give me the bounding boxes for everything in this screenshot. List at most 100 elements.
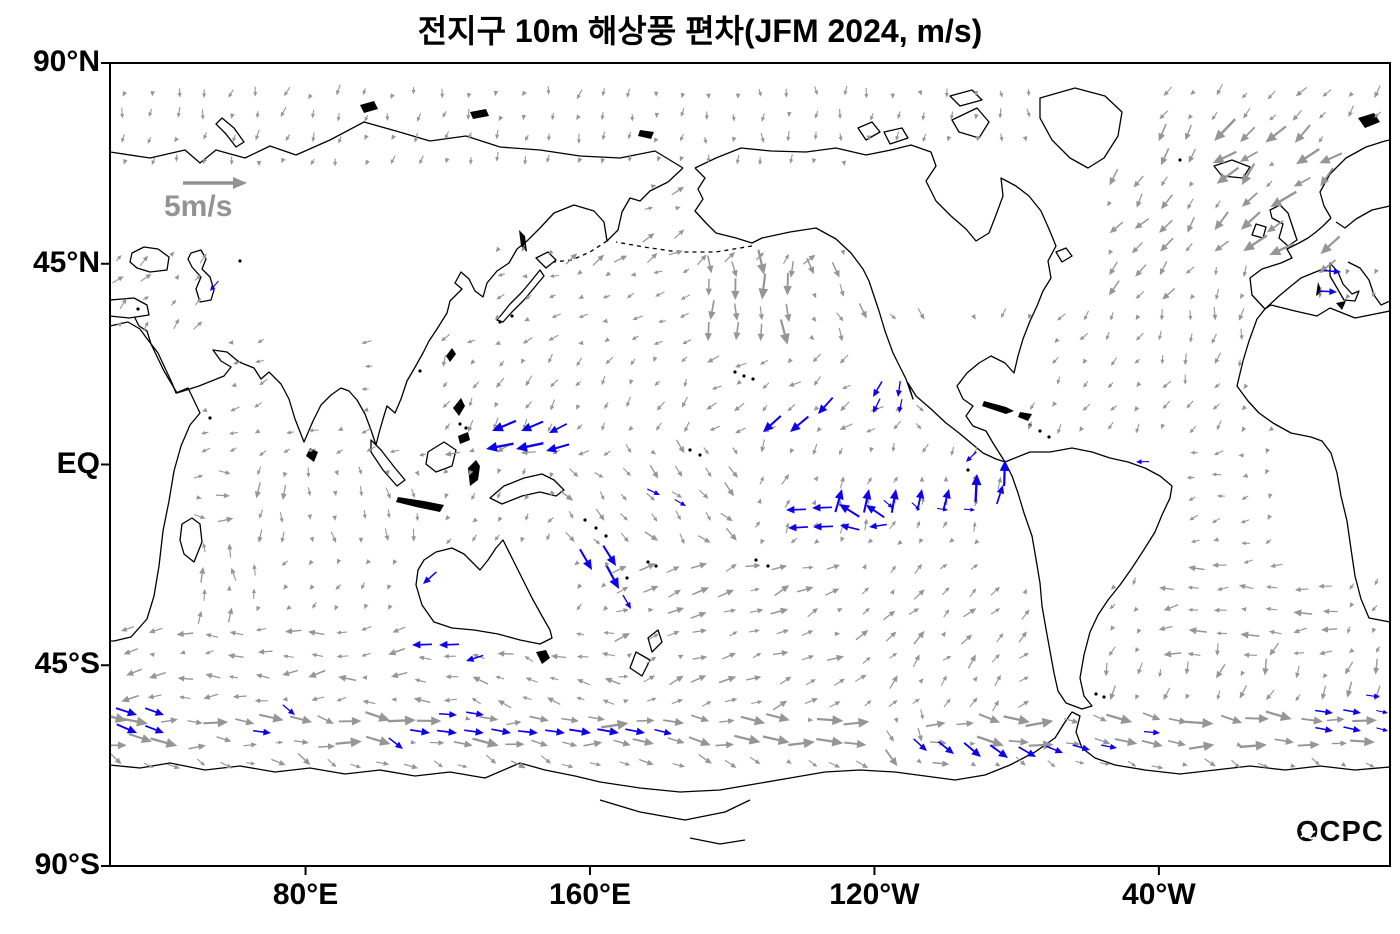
wind-vector (912, 698, 920, 704)
islet-dot (646, 560, 650, 564)
small-island-path (638, 130, 654, 139)
wind-vector (1216, 83, 1224, 96)
islet-dot (1178, 158, 1182, 162)
wind-vector (231, 382, 237, 388)
wind-vector (855, 674, 867, 682)
wind-vector (1099, 761, 1110, 766)
wind-vector (1158, 330, 1162, 341)
wind-vector (1142, 712, 1161, 721)
wind-vector (678, 654, 684, 660)
wind-vector (522, 696, 532, 701)
wind-vector (1183, 353, 1188, 366)
wind-vector (281, 484, 287, 500)
wind-vector (495, 129, 500, 140)
wind-vector (285, 134, 291, 142)
chart-title: 전지구 10m 해상풍 편차(JFM 2024, m/s) (417, 13, 983, 49)
wind-vector (1159, 110, 1169, 120)
wind-vector (758, 157, 763, 166)
wind-vector (811, 499, 816, 506)
lon-tick-label: 160°E (548, 878, 632, 911)
wind-vector (1108, 646, 1116, 657)
wind-vector (441, 333, 451, 342)
wind-vector (546, 133, 551, 142)
wind-vector (306, 467, 311, 478)
wind-vector (1188, 113, 1194, 120)
wind-vector (1239, 328, 1244, 341)
coastline-path (1249, 217, 1332, 310)
wind-vector (350, 763, 362, 769)
wind-vector (254, 482, 261, 499)
wind-vector (646, 492, 655, 501)
wind-vector (706, 154, 711, 163)
wind-vector (762, 404, 768, 412)
wind-vector (1315, 708, 1333, 716)
wind-vector (1320, 235, 1341, 255)
wind-vector (1160, 237, 1174, 252)
wind-vector (839, 423, 853, 430)
island-path (883, 127, 909, 145)
wind-vector (601, 422, 606, 431)
wind-vector (1214, 118, 1237, 141)
wind-vector (1110, 625, 1116, 631)
wind-vector (471, 492, 476, 501)
wind-vector (228, 340, 234, 345)
wind-vector (121, 625, 135, 632)
wind-vector (802, 254, 816, 265)
wind-vector (1134, 218, 1150, 229)
wind-vector (863, 518, 869, 531)
wind-vector (251, 588, 256, 599)
wind-vector (942, 489, 951, 511)
wind-vector (616, 608, 629, 613)
wind-vector (1294, 586, 1309, 593)
wind-vector (1079, 332, 1089, 341)
coastline-path (111, 167, 684, 446)
islet-dot (754, 558, 758, 562)
wind-vector (806, 258, 815, 275)
wind-vector (802, 565, 814, 570)
wind-vector (1189, 514, 1199, 521)
wind-vector (385, 487, 391, 500)
wind-vector (1238, 583, 1254, 590)
wind-vector (653, 270, 663, 275)
wind-vector (603, 630, 615, 635)
wind-vector (839, 354, 849, 364)
wind-vector (524, 656, 534, 663)
wind-vector (282, 704, 295, 715)
wind-vector (890, 565, 896, 574)
wind-vector (1242, 473, 1249, 478)
wind-vector (308, 428, 319, 433)
wind-vector (576, 424, 583, 430)
wind-vector (229, 630, 244, 636)
wind-vector (840, 249, 845, 256)
wind-vector (940, 675, 947, 686)
wind-vector (411, 87, 416, 95)
islet-dot (498, 320, 502, 324)
wind-vector (1374, 685, 1381, 701)
islet-dot (583, 518, 587, 522)
wind-vector (632, 737, 654, 746)
island-path (370, 439, 406, 487)
wind-vector (622, 467, 631, 477)
wind-vector (561, 763, 574, 769)
wind-vector (719, 718, 735, 724)
wind-vector (595, 508, 605, 521)
wind-vector (1026, 89, 1031, 97)
wind-vector (758, 88, 762, 97)
wind-vector (916, 520, 921, 529)
wind-vector (576, 603, 582, 611)
wind-vector (603, 605, 609, 611)
islet-dot (688, 448, 692, 452)
islet-dot (238, 259, 242, 263)
wind-vector (1189, 425, 1197, 434)
wind-vector (255, 359, 264, 364)
wind-vector (445, 674, 459, 680)
wind-vector (649, 464, 659, 479)
wind-vector (675, 510, 681, 521)
wind-vector (680, 108, 685, 117)
island-path (187, 249, 215, 303)
wind-vector (548, 249, 554, 255)
wind-vector (550, 379, 559, 388)
wind-vector (311, 132, 316, 142)
wind-vector (258, 713, 284, 723)
